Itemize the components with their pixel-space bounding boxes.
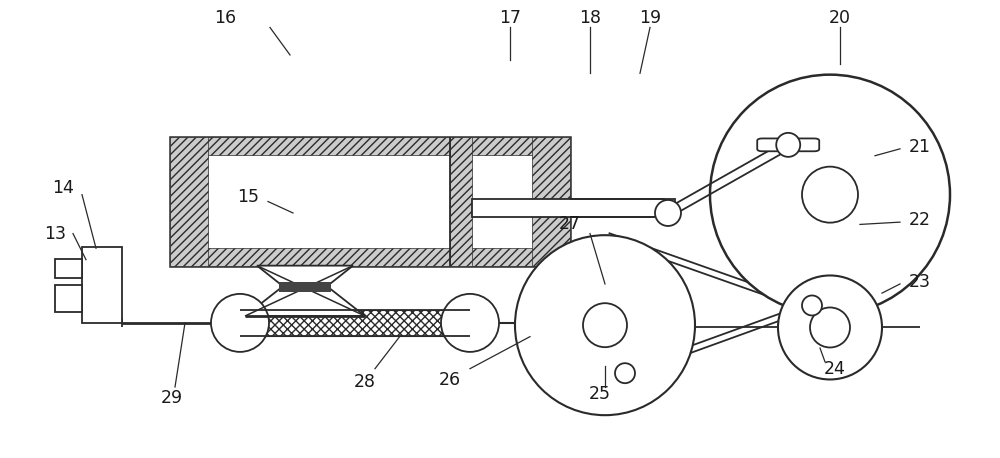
Text: 22: 22 [909, 211, 931, 229]
Ellipse shape [515, 235, 695, 415]
Ellipse shape [583, 303, 627, 347]
Text: 16: 16 [214, 9, 236, 27]
Bar [55, 259, 82, 278]
Ellipse shape [810, 307, 850, 348]
Text: 25: 25 [589, 385, 611, 403]
Bar [170, 137, 570, 155]
Ellipse shape [710, 75, 950, 315]
Text: 24: 24 [824, 360, 846, 378]
Ellipse shape [778, 275, 882, 380]
Bar [55, 285, 82, 312]
Text: 27: 27 [559, 215, 581, 234]
Bar [240, 310, 470, 336]
Ellipse shape [615, 363, 635, 383]
Text: 13: 13 [44, 224, 66, 243]
Text: 15: 15 [237, 188, 259, 206]
Text: 21: 21 [909, 137, 931, 156]
Ellipse shape [802, 167, 858, 223]
Polygon shape [245, 286, 365, 316]
Text: 18: 18 [579, 9, 601, 27]
Bar [82, 247, 122, 323]
Text: 17: 17 [499, 9, 521, 27]
Text: 23: 23 [909, 273, 931, 291]
Ellipse shape [802, 295, 822, 316]
FancyBboxPatch shape [757, 138, 819, 151]
Bar [170, 137, 570, 266]
Bar [170, 248, 570, 266]
Bar [450, 137, 472, 266]
Text: 19: 19 [639, 9, 661, 27]
Bar [170, 137, 208, 266]
Bar [532, 137, 570, 266]
Ellipse shape [441, 294, 499, 352]
Text: 29: 29 [161, 389, 183, 408]
Text: 28: 28 [354, 373, 376, 392]
Text: 14: 14 [52, 179, 74, 197]
Ellipse shape [655, 200, 681, 226]
Polygon shape [257, 266, 353, 286]
Ellipse shape [776, 133, 800, 157]
Ellipse shape [211, 294, 269, 352]
Text: 26: 26 [439, 371, 461, 389]
Text: 20: 20 [829, 9, 851, 27]
Bar [279, 282, 331, 292]
Bar [472, 199, 675, 217]
